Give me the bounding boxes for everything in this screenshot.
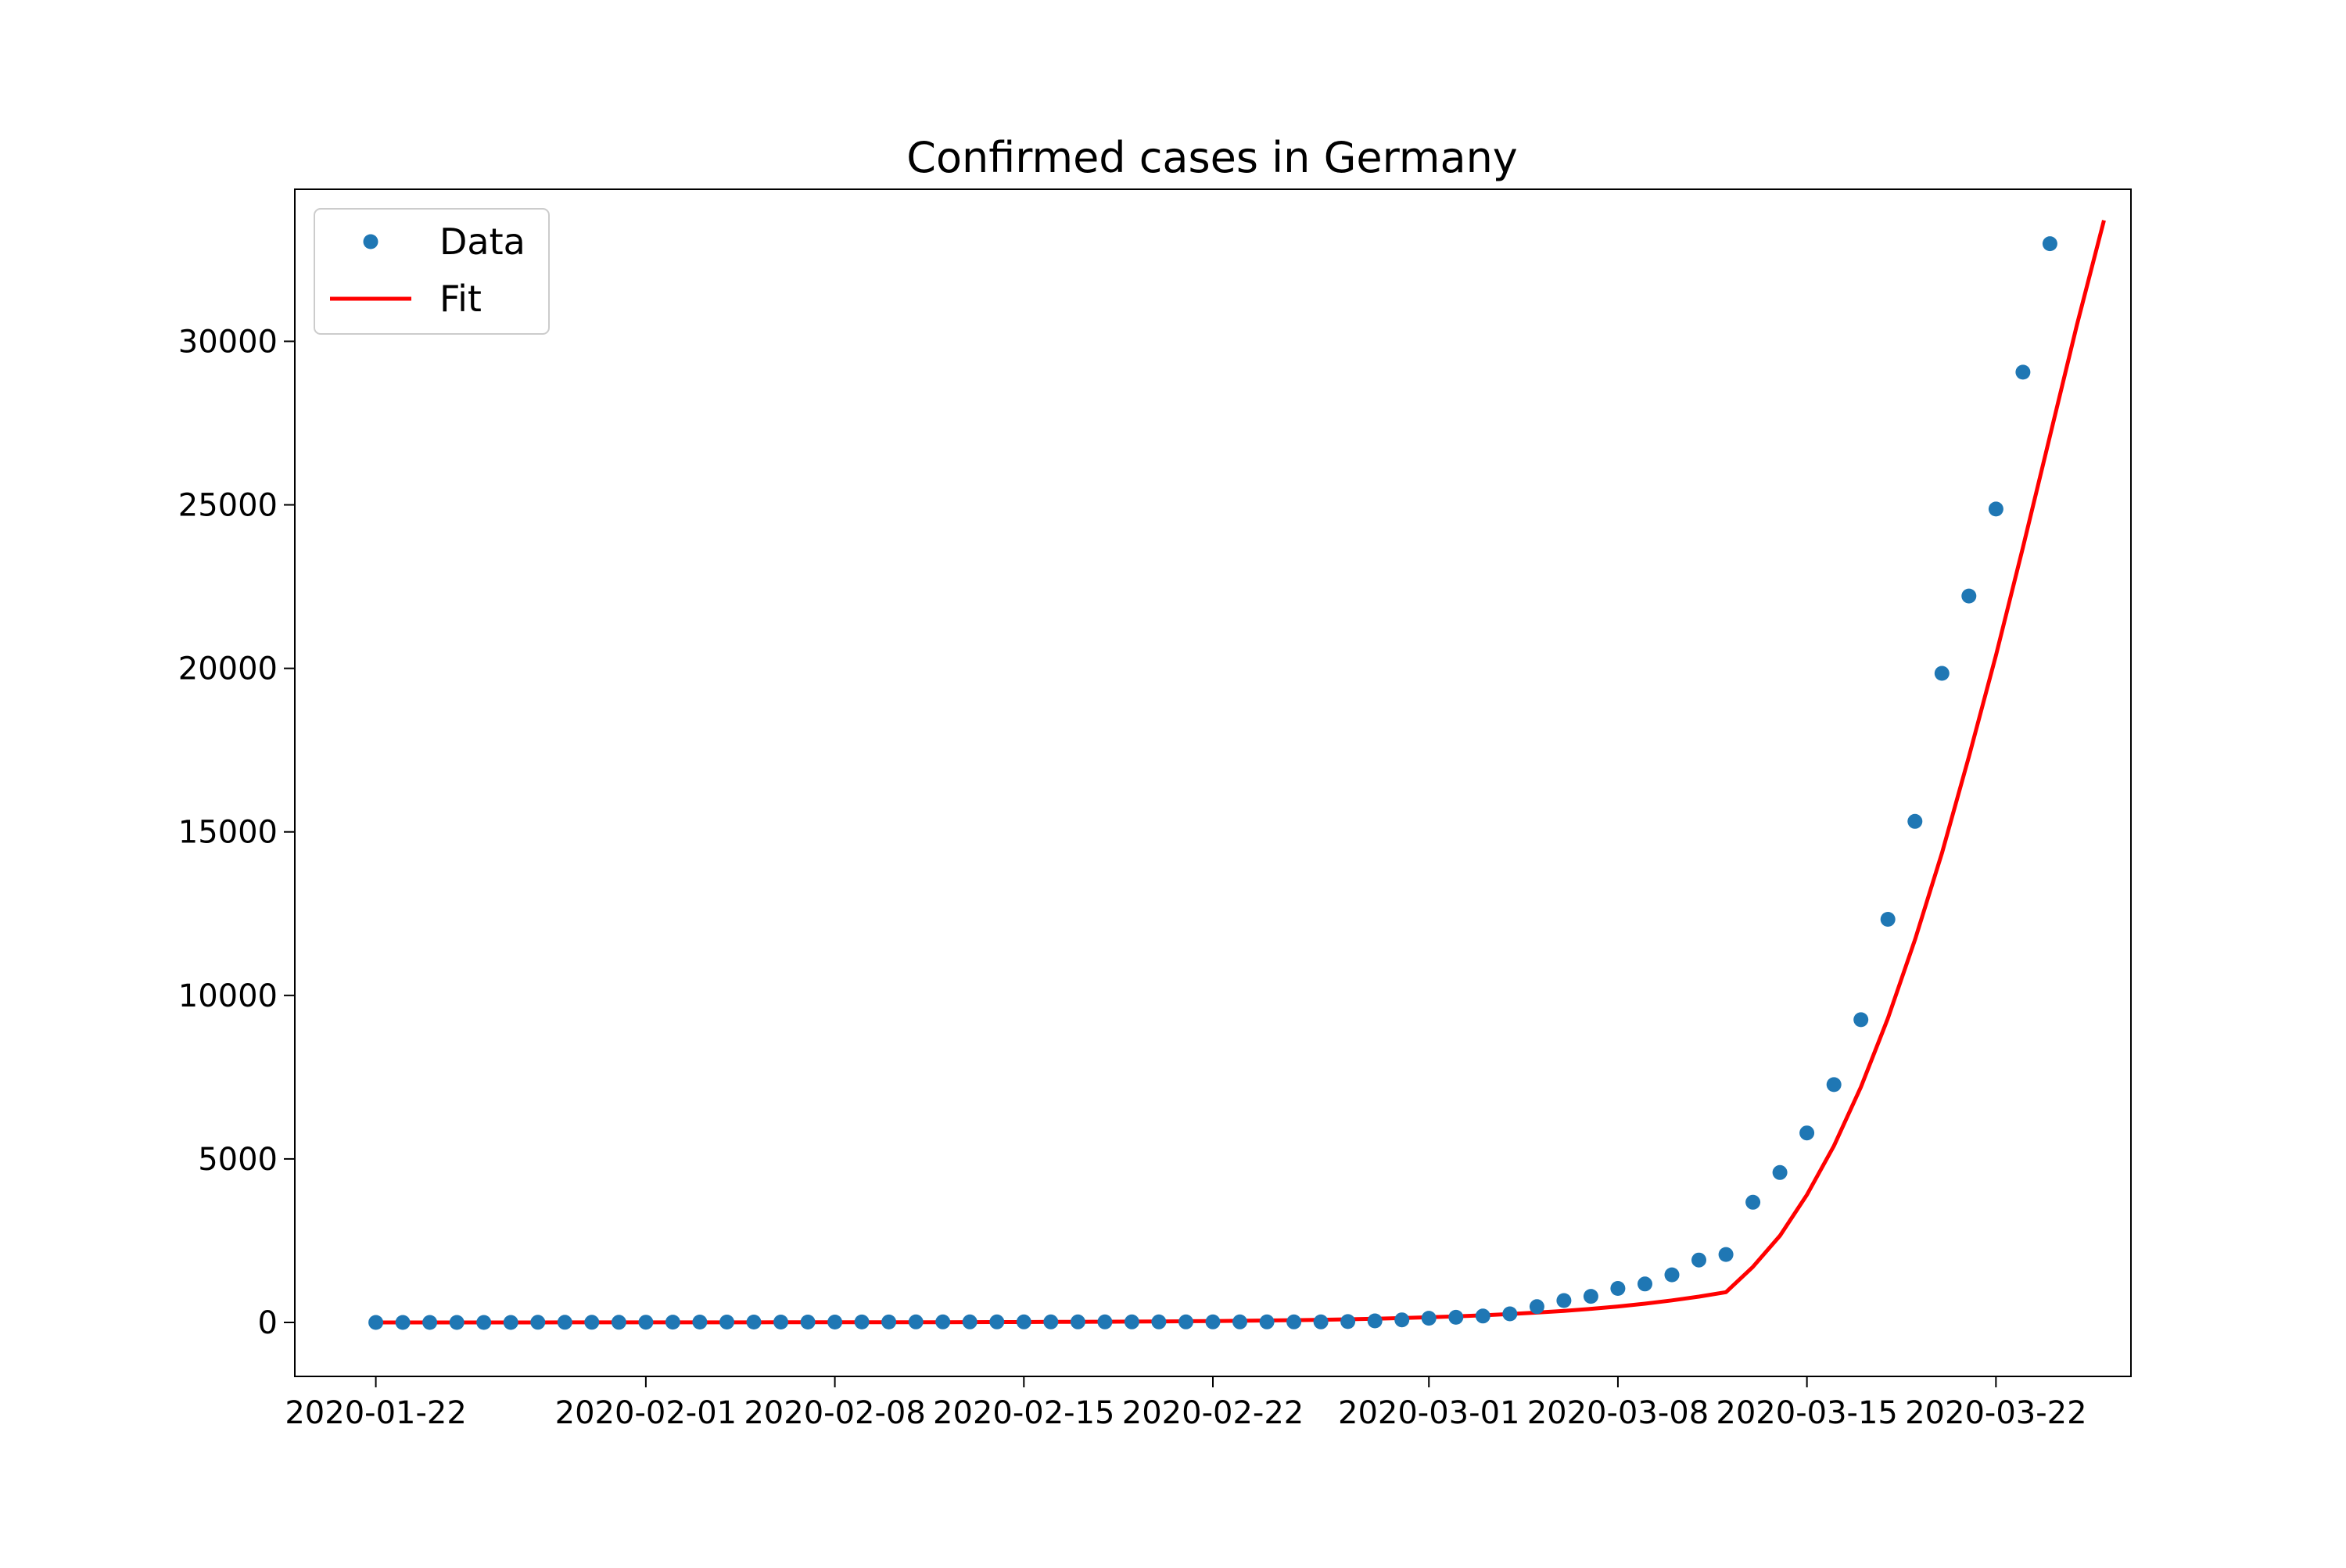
data-point [881, 1314, 897, 1329]
data-point [1097, 1314, 1113, 1329]
legend-label: Data [439, 221, 526, 263]
data-point [1718, 1247, 1734, 1262]
y-tick-label: 5000 [198, 1142, 278, 1178]
data-point [1070, 1314, 1085, 1329]
legend-data-marker [363, 234, 378, 249]
data-point [1664, 1267, 1680, 1283]
data-point [1043, 1314, 1059, 1329]
data-point [1394, 1312, 1410, 1328]
data-point [1313, 1314, 1329, 1329]
data-point [476, 1315, 492, 1330]
x-tick-label: 2020-02-15 [933, 1395, 1114, 1431]
legend-label: Fit [439, 278, 482, 320]
data-point [1988, 501, 2003, 517]
data-point [368, 1315, 384, 1330]
data-point [1610, 1281, 1626, 1296]
data-point [530, 1315, 546, 1330]
y-tick-label: 30000 [178, 324, 278, 360]
y-tick-label: 0 [258, 1305, 278, 1341]
data-point [1448, 1309, 1464, 1325]
data-point [935, 1314, 951, 1329]
data-point [449, 1315, 465, 1330]
x-tick-label: 2020-02-22 [1122, 1395, 1304, 1431]
data-point [908, 1314, 924, 1329]
x-tick-label: 2020-02-01 [555, 1395, 737, 1431]
data-point [1745, 1194, 1761, 1210]
chart-title: Confirmed cases in Germany [906, 133, 1518, 182]
data-point [1124, 1314, 1139, 1329]
data-point [1772, 1164, 1788, 1180]
legend: Data Fit [314, 208, 550, 335]
y-tick-label: 15000 [178, 815, 278, 851]
data-point [1880, 912, 1896, 927]
axes: 2020-01-22 2020-02-01 2020-02-08 2020-02-15… [178, 188, 2132, 1431]
data-point [557, 1315, 572, 1330]
data-point [962, 1314, 978, 1329]
data-point [1232, 1314, 1247, 1329]
data-point [1259, 1314, 1275, 1329]
data-point [1826, 1077, 1842, 1093]
data-point [1934, 666, 1950, 681]
data-point [1638, 1276, 1652, 1292]
y-tick-label: 10000 [178, 978, 278, 1014]
data-point [1502, 1306, 1518, 1322]
plot-area [368, 220, 2106, 1330]
x-tick-label: 2020-03-01 [1338, 1395, 1519, 1431]
data-point [395, 1315, 411, 1330]
x-tick-label: 2020-02-08 [744, 1395, 925, 1431]
y-tick-label: 20000 [178, 651, 278, 687]
data-point [665, 1315, 680, 1330]
data-point [827, 1315, 843, 1329]
data-point [1286, 1314, 1302, 1329]
data-point [422, 1315, 438, 1330]
data-point [503, 1315, 518, 1330]
data-point [1340, 1314, 1356, 1329]
x-tick-label: 2020-03-08 [1527, 1395, 1709, 1431]
data-point [1475, 1308, 1490, 1324]
data-point [1151, 1314, 1167, 1329]
data-point [611, 1315, 626, 1330]
data-point [1016, 1314, 1031, 1329]
data-point [1178, 1314, 1193, 1329]
data-point [1961, 588, 1977, 604]
data-point [1799, 1125, 1815, 1141]
data-point [719, 1315, 734, 1329]
data-point [1205, 1314, 1221, 1329]
data-point [692, 1315, 708, 1329]
data-point [746, 1315, 762, 1329]
data-point [2042, 236, 2057, 252]
data-point [1691, 1252, 1706, 1268]
data-point [854, 1314, 870, 1329]
x-tick-label: 2020-03-15 [1716, 1395, 1897, 1431]
x-tick-label: 2020-03-22 [1905, 1395, 2086, 1431]
data-point [1853, 1012, 1869, 1028]
data-point [1421, 1311, 1437, 1326]
y-tick-label: 25000 [178, 488, 278, 524]
x-tick-label: 2020-01-22 [285, 1395, 466, 1431]
data-point [1583, 1289, 1598, 1304]
data-point [800, 1315, 816, 1329]
data-point [2015, 364, 2031, 380]
data-point [773, 1315, 788, 1329]
data-point [1529, 1299, 1544, 1315]
data-point [638, 1315, 654, 1330]
data-point [1367, 1313, 1383, 1329]
data-point [989, 1314, 1005, 1329]
data-point [584, 1315, 600, 1330]
data-point [1556, 1293, 1572, 1308]
data-point [1907, 813, 1923, 829]
